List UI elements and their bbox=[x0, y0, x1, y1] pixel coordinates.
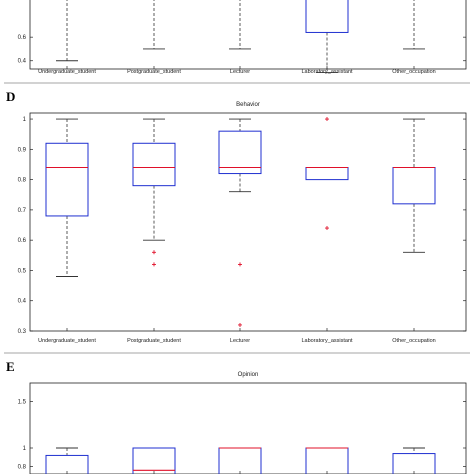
category-label: Postgraduate_student bbox=[127, 338, 181, 344]
box bbox=[132, 142, 176, 187]
outlier-point bbox=[152, 262, 156, 267]
category-label: Other_occupation bbox=[392, 338, 435, 344]
category-label: Laboratory_assistant bbox=[301, 338, 353, 344]
box bbox=[218, 447, 262, 474]
y-tick-label: 1.5 bbox=[18, 400, 27, 406]
plot-frame-0 bbox=[29, 0, 467, 70]
outlier-point bbox=[325, 117, 329, 122]
category-label: Lecturer bbox=[230, 69, 250, 75]
panel-label: E bbox=[6, 359, 15, 374]
category-label: Postgraduate_student bbox=[127, 69, 181, 75]
box bbox=[132, 447, 176, 474]
box bbox=[218, 130, 262, 175]
box bbox=[392, 167, 436, 205]
y-tick-label: 0.5 bbox=[18, 268, 27, 274]
box bbox=[45, 454, 89, 474]
y-tick-label: 0.4 bbox=[18, 59, 27, 65]
box bbox=[305, 0, 349, 33]
plot-frame-1 bbox=[29, 112, 467, 332]
category-label: Other_occupation bbox=[392, 69, 435, 75]
box bbox=[305, 167, 349, 181]
panel-title: Opinion bbox=[238, 372, 259, 378]
category-label: Undergraduate_student bbox=[38, 69, 96, 75]
y-tick-label: 0.8 bbox=[18, 465, 27, 471]
box bbox=[305, 447, 349, 474]
y-tick-label: 0.6 bbox=[18, 35, 27, 41]
outlier-point bbox=[152, 250, 156, 255]
category-label: Lecturer bbox=[230, 338, 250, 344]
box bbox=[45, 142, 89, 217]
y-tick-label: 0.3 bbox=[18, 329, 27, 335]
outlier-point bbox=[238, 262, 242, 267]
plot-frame-2 bbox=[29, 382, 467, 474]
category-label: Laboratory_assistant bbox=[301, 69, 353, 75]
y-tick-label: 1 bbox=[23, 446, 27, 452]
y-tick-label: 0.8 bbox=[18, 178, 27, 184]
outlier-point bbox=[325, 226, 329, 231]
y-tick-label: 0.7 bbox=[18, 208, 27, 214]
category-label: Undergraduate_student bbox=[38, 338, 96, 344]
y-tick-label: 1 bbox=[23, 117, 27, 123]
y-tick-label: 0.6 bbox=[18, 238, 27, 244]
y-tick-label: 0.9 bbox=[18, 147, 27, 153]
panel-title: Behavior bbox=[236, 102, 260, 108]
box bbox=[392, 453, 436, 474]
outlier-point bbox=[238, 322, 242, 327]
panel-label: D bbox=[6, 89, 15, 104]
y-tick-label: 0.4 bbox=[18, 299, 27, 305]
